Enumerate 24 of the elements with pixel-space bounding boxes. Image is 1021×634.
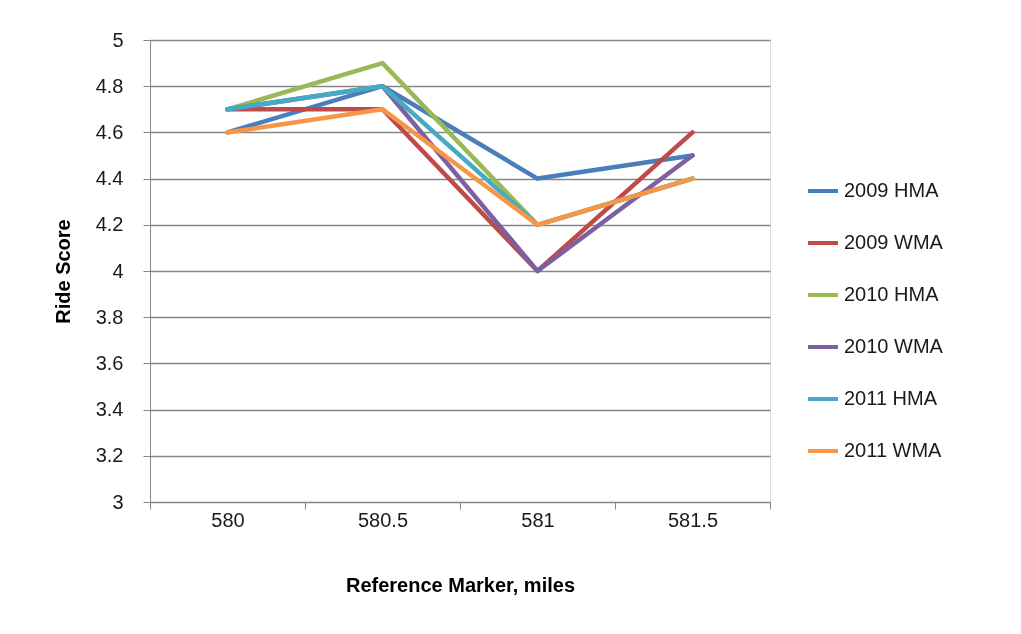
y-tick-label: 4	[112, 259, 124, 282]
x-tick-label: 581.5	[667, 508, 719, 531]
y-tick-label: 4.6	[95, 120, 124, 143]
y-tick-label: 4.4	[95, 167, 124, 190]
x-tick-label: 580	[211, 508, 245, 531]
y-axis-title: Ride Score	[51, 219, 74, 324]
line-series	[225, 107, 695, 228]
y-tick-label: 3.6	[95, 351, 124, 374]
y-tick-label: 3.2	[95, 444, 124, 467]
legend-label: 2011 WMA	[844, 439, 943, 461]
x-tick-label: 580.5	[357, 508, 409, 531]
x-tick-label: 581	[521, 508, 555, 531]
legend-label: 2009 WMA	[844, 231, 944, 253]
y-tick-label: 5	[112, 28, 124, 51]
y-tick-label: 3.8	[95, 305, 124, 328]
legend-label: 2010 HMA	[844, 283, 940, 305]
legend-label: 2009 HMA	[844, 179, 940, 201]
legend-label: 2010 WMA	[844, 335, 944, 357]
y-tick-label: 4.8	[95, 74, 124, 97]
x-axis-title: Reference Marker, miles	[345, 573, 576, 596]
y-tick-label: 4.2	[95, 213, 124, 236]
y-tick-label: 3.4	[95, 398, 124, 421]
legend-label: 2011 HMA	[844, 387, 938, 409]
y-tick-label: 3	[112, 490, 124, 513]
